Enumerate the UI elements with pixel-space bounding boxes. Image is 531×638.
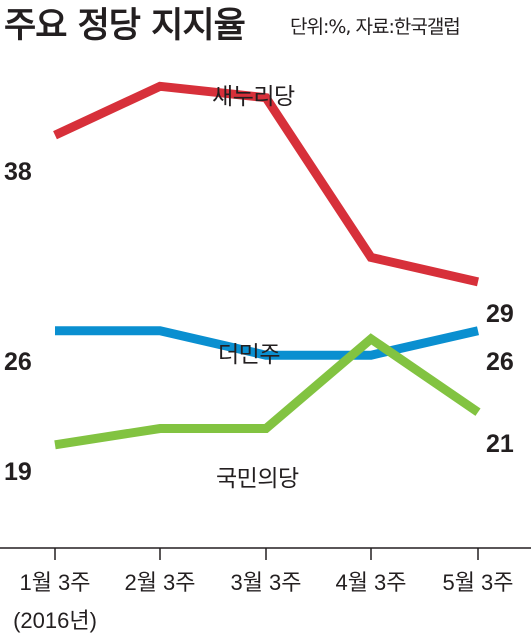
x-tick-label: 1월 3주 — [19, 570, 90, 595]
x-axis-year-note: (2016년) — [13, 608, 97, 633]
series-name-label: 국민의당 — [216, 466, 299, 492]
end-value-label: 21 — [486, 430, 514, 458]
series-line-kookmin — [54, 333, 481, 450]
end-value-label: 26 — [486, 348, 514, 376]
x-tick-label: 3월 3주 — [230, 570, 301, 595]
series-line-minjoo — [55, 326, 480, 360]
x-tick-label: 2월 3주 — [124, 570, 195, 595]
x-tick-label: 4월 3주 — [335, 570, 406, 595]
start-value-label: 19 — [4, 458, 32, 486]
series-name-label: 더민주 — [218, 342, 280, 368]
x-tick-label: 5월 3주 — [442, 570, 513, 595]
chart-title: 주요 정당 지지율 — [4, 6, 246, 46]
chart-subtitle: 단위:%, 자료:한국갤럽 — [290, 16, 461, 38]
series-name-label: 새누리당 — [212, 84, 295, 110]
start-value-label: 26 — [4, 348, 32, 376]
series-line-saenuri — [53, 81, 480, 287]
end-value-label: 29 — [486, 300, 514, 328]
start-value-label: 38 — [4, 158, 32, 186]
